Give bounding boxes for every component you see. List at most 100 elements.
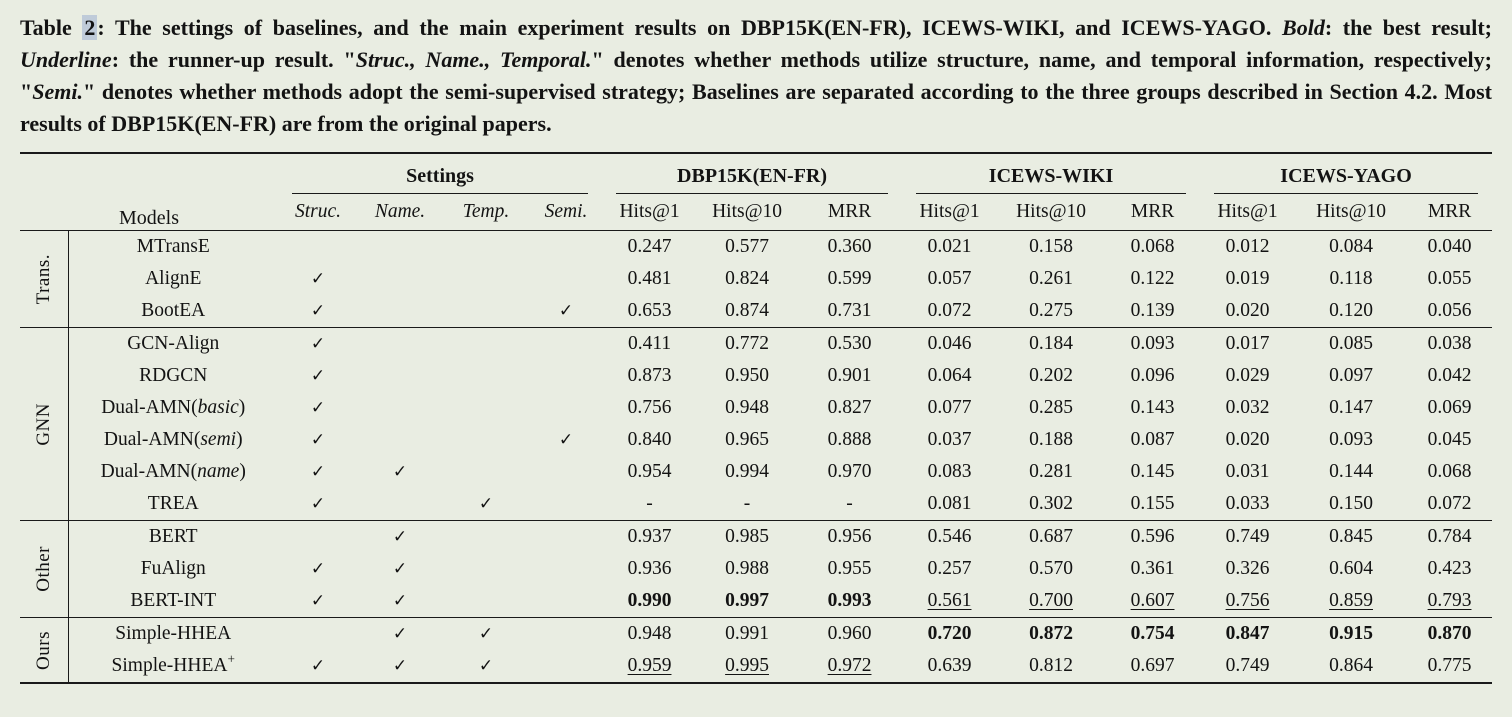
metric-value: 0.084 bbox=[1329, 236, 1373, 257]
col-header-hits-1: Hits@1 bbox=[602, 194, 698, 231]
metric-value: 0.749 bbox=[1200, 520, 1296, 553]
metric-value: 0.991 bbox=[697, 617, 798, 650]
metric-value: 0.033 bbox=[1225, 493, 1270, 514]
metric-value: 0.184 bbox=[997, 327, 1106, 360]
metric-value: 0.481 bbox=[627, 268, 672, 289]
metric-value: 0.720 bbox=[902, 617, 998, 650]
setting-check-struc bbox=[278, 231, 358, 264]
setting-check-name: ✓ bbox=[392, 656, 408, 676]
metric-value: 0.749 bbox=[1225, 655, 1270, 676]
metric-value: 0.038 bbox=[1407, 327, 1493, 360]
metric-value: 0.812 bbox=[1029, 655, 1073, 676]
metric-value: 0.793 bbox=[1427, 590, 1472, 611]
setting-check-struc: ✓ bbox=[310, 269, 326, 289]
model-name: FuAlign bbox=[140, 558, 206, 579]
caption-text-segment: " denotes whether methods utilize struct… bbox=[20, 47, 1492, 104]
setting-check-semi bbox=[530, 520, 603, 553]
metric-value: 0.097 bbox=[1329, 365, 1373, 386]
col-header-mrr: MRR bbox=[797, 194, 903, 231]
metric-value: 0.147 bbox=[1329, 397, 1373, 418]
metric-value: 0.577 bbox=[725, 236, 769, 257]
metric-value: 0.285 bbox=[1029, 397, 1073, 418]
setting-check-semi bbox=[530, 231, 602, 264]
col-group-settings: Settings bbox=[278, 153, 602, 194]
group-label: GNN bbox=[20, 327, 69, 521]
table-row: AlignE ✓ 0.481 0.824 0.599 0.057 0.261 0.122 0.0… bbox=[20, 263, 1492, 295]
metric-value: 0.029 bbox=[1225, 365, 1270, 386]
col-header-mrr: MRR bbox=[1105, 194, 1201, 231]
metric-value: 0.085 bbox=[1295, 327, 1408, 360]
metric-value: 0.824 bbox=[725, 268, 769, 289]
group-label: Other bbox=[20, 520, 69, 618]
metric-value: 0.143 bbox=[1130, 397, 1175, 418]
results-table: Models Settings DBP15K(EN-FR) ICEWS-WIKI ICE… bbox=[20, 152, 1493, 684]
col-header-hits-1: Hits@1 bbox=[1200, 194, 1296, 231]
metric-value: 0.017 bbox=[1200, 327, 1296, 360]
metric-value: 0.019 bbox=[1225, 268, 1270, 289]
metric-value: 0.955 bbox=[827, 558, 872, 579]
metric-value: 0.046 bbox=[902, 327, 998, 360]
setting-check-name bbox=[358, 263, 442, 295]
table-number-link[interactable]: 2 bbox=[82, 15, 98, 40]
metric-value: 0.155 bbox=[1130, 493, 1175, 514]
metric-value: 0.064 bbox=[927, 365, 972, 386]
model-name: MTransE bbox=[136, 236, 210, 257]
setting-check-semi bbox=[530, 650, 602, 683]
metric-value: 0.827 bbox=[827, 397, 872, 418]
caption-text-segment: Bold bbox=[1282, 15, 1325, 40]
table-row: Dual-AMN(semi) ✓ ✓ 0.840 0.965 0.888 0.037 0.18… bbox=[20, 424, 1492, 456]
setting-check-name bbox=[358, 424, 442, 456]
metric-value: 0.081 bbox=[927, 493, 972, 514]
table-row: FuAlign ✓ ✓ 0.936 0.988 0.955 0.257 0.570 0.361 0… bbox=[20, 553, 1492, 585]
setting-check-semi bbox=[530, 392, 602, 424]
table-row: Trans. MTransE 0.247 0.577 0.360 0.021 0.158 0.… bbox=[20, 230, 1492, 328]
metric-value: 0.040 bbox=[1427, 236, 1472, 257]
metric-value: 0.261 bbox=[1029, 268, 1073, 289]
setting-check-semi bbox=[530, 617, 603, 650]
setting-check-struc: ✓ bbox=[310, 398, 326, 418]
setting-check-semi bbox=[530, 263, 602, 295]
model-name: BootEA bbox=[141, 300, 206, 321]
setting-check-name bbox=[358, 295, 442, 328]
group-ours: Ours Simple-HHEA ✓ ✓ 0.948 0.991 0.960 0.720 0.8… bbox=[20, 617, 1493, 683]
setting-check-name bbox=[358, 488, 442, 521]
table-row: Other BERT ✓ 0.937 0.985 0.956 0.546 0.687 0.596… bbox=[20, 520, 1493, 618]
metric-value: 0.158 bbox=[1029, 236, 1073, 257]
metric-value: 0.037 bbox=[927, 429, 972, 450]
col-group-icews-wiki: ICEWS-WIKI bbox=[902, 153, 1200, 194]
setting-check-temp bbox=[442, 520, 530, 553]
metric-value: 0.994 bbox=[725, 461, 769, 482]
caption-text-segment: : the runner-up result. " bbox=[111, 47, 356, 72]
metric-value: 0.020 bbox=[1225, 429, 1270, 450]
metric-value: 0.697 bbox=[1130, 655, 1175, 676]
col-header-name-: Name. bbox=[358, 194, 442, 231]
metric-value: 0.247 bbox=[627, 236, 672, 257]
setting-check-struc: ✓ bbox=[310, 462, 326, 482]
metric-value: 0.937 bbox=[602, 520, 698, 553]
setting-check-name: ✓ bbox=[358, 520, 442, 553]
model-name: BERT-INT bbox=[130, 590, 217, 611]
setting-check-semi bbox=[530, 327, 603, 360]
metric-value: 0.872 bbox=[997, 617, 1106, 650]
caption-text-segment: Table bbox=[20, 15, 83, 40]
metric-value: 0.144 bbox=[1329, 461, 1373, 482]
setting-check-struc bbox=[278, 617, 358, 650]
group-gnn: GNN GCN-Align ✓ 0.411 0.772 0.530 0.046 0.184 0.… bbox=[20, 327, 1493, 521]
table-caption: Table 2: The settings of baselines, and … bbox=[20, 12, 1492, 140]
metric-value: 0.864 bbox=[1329, 655, 1373, 676]
setting-check-temp: ✓ bbox=[478, 494, 494, 514]
col-group-icews-yago: ICEWS-YAGO bbox=[1200, 153, 1492, 194]
metric-value: 0.042 bbox=[1427, 365, 1472, 386]
model-name: BERT bbox=[68, 520, 278, 553]
metric-value: 0.057 bbox=[927, 268, 972, 289]
metric-value: 0.020 bbox=[1225, 300, 1270, 321]
metric-value: 0.901 bbox=[827, 365, 872, 386]
metric-value: 0.959 bbox=[627, 655, 672, 676]
metric-value: 0.653 bbox=[627, 300, 672, 321]
metric-value: 0.281 bbox=[1029, 461, 1073, 482]
metric-value: 0.915 bbox=[1295, 617, 1408, 650]
table-row: Dual-AMN(basic) ✓ 0.756 0.948 0.827 0.077 0.28… bbox=[20, 392, 1492, 424]
setting-check-semi bbox=[530, 456, 602, 488]
metric-value: 0.021 bbox=[927, 236, 972, 257]
metric-value: 0.972 bbox=[827, 655, 872, 676]
